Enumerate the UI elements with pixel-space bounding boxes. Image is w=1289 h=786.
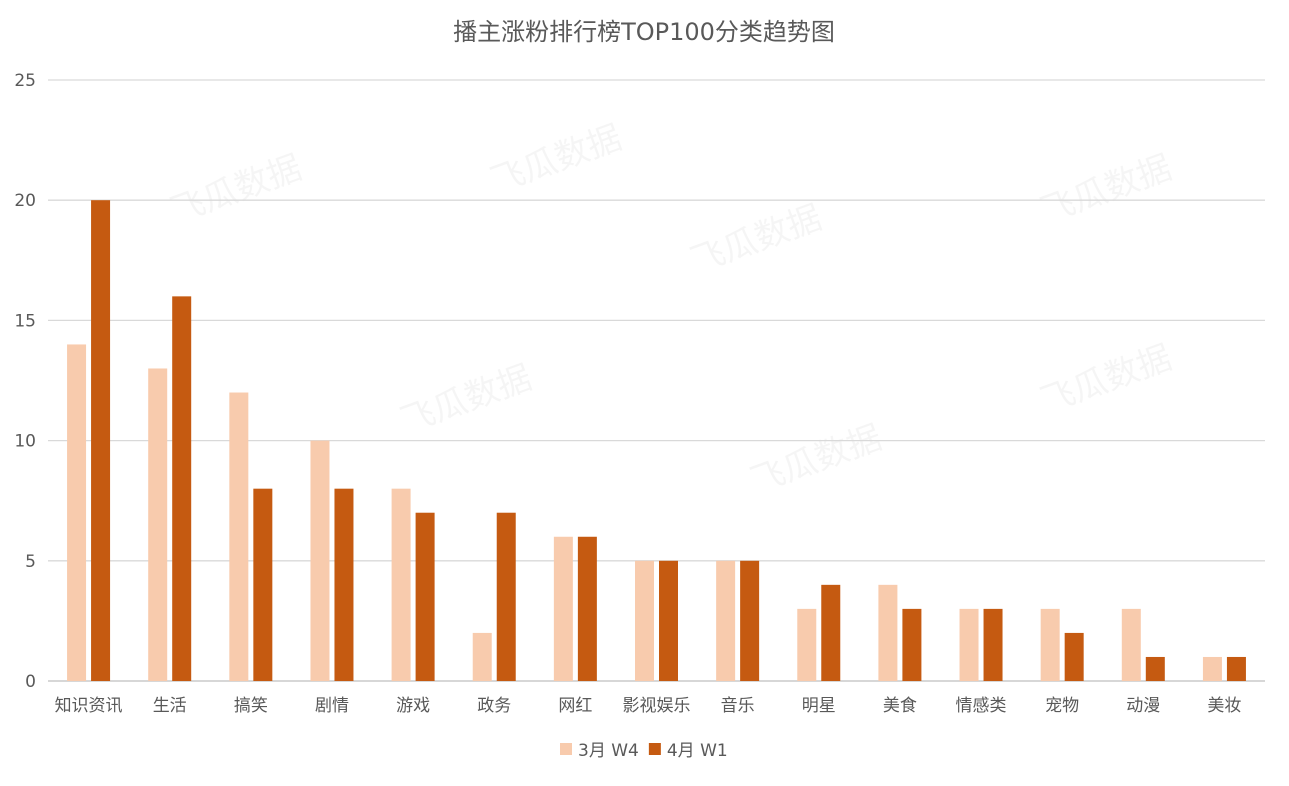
bar-4w1 bbox=[659, 560, 678, 681]
x-tick-label: 生活 bbox=[153, 696, 187, 716]
watermark-text: 飞瓜数据 bbox=[485, 118, 626, 202]
x-tick-label: 剧情 bbox=[315, 696, 349, 716]
x-tick-label: 知识资讯 bbox=[55, 696, 123, 716]
bar-4w1 bbox=[1145, 656, 1165, 681]
y-tick-label: 0 bbox=[25, 672, 36, 692]
bar-4w1 bbox=[334, 488, 354, 681]
y-tick-label: 10 bbox=[14, 432, 36, 452]
bar-4w1 bbox=[415, 512, 435, 681]
legend-label: 4月 W1 bbox=[667, 741, 728, 761]
bar-4w1 bbox=[983, 608, 1003, 681]
watermark-text: 飞瓜数据 bbox=[395, 358, 536, 442]
gridlines bbox=[48, 79, 1265, 682]
bar-4w1 bbox=[577, 536, 597, 681]
bar-3w4 bbox=[797, 608, 817, 681]
legend: 3月 W4 4月 W1 bbox=[560, 741, 728, 761]
x-tick-label: 明星 bbox=[802, 696, 836, 716]
bar-4w1 bbox=[91, 200, 111, 681]
bar-3w4 bbox=[472, 632, 492, 681]
bar-3w4 bbox=[716, 560, 736, 681]
x-tick-label: 网红 bbox=[558, 696, 592, 716]
bar-3w4 bbox=[67, 344, 87, 681]
bar-3w4 bbox=[635, 560, 654, 681]
legend-swatch bbox=[560, 743, 572, 755]
bar-3w4 bbox=[878, 584, 898, 681]
bar-3w4 bbox=[229, 392, 249, 681]
x-axis: 知识资讯 生活 搞笑 剧情 游戏 政务 网红 影视娱乐 音乐 明星 美食 情感类 宠物 动漫 美妆 bbox=[55, 696, 1242, 716]
x-tick-label: 音乐 bbox=[721, 696, 755, 716]
x-tick-label: 美食 bbox=[883, 696, 917, 716]
legend-swatch bbox=[648, 743, 661, 755]
x-tick-label: 搞笑 bbox=[234, 696, 268, 716]
bar-3w4 bbox=[310, 440, 330, 681]
bar-3w4 bbox=[959, 608, 979, 681]
bar-4w1 bbox=[740, 560, 760, 681]
bars bbox=[67, 200, 1246, 681]
chart-title: 播主涨粉排行榜TOP100分类趋势图 bbox=[453, 18, 835, 46]
x-tick-label: 政务 bbox=[477, 696, 511, 716]
bar-3w4 bbox=[553, 536, 573, 681]
bar-3w4 bbox=[1202, 656, 1222, 681]
watermark-text: 飞瓜数据 bbox=[745, 418, 886, 502]
bar-4w1 bbox=[1064, 632, 1084, 681]
x-tick-label: 影视娱乐 bbox=[623, 696, 691, 716]
x-tick-label: 动漫 bbox=[1126, 696, 1160, 716]
legend-label: 3月 W4 bbox=[578, 741, 639, 761]
bar-3w4 bbox=[148, 368, 168, 681]
bar-3w4 bbox=[391, 488, 411, 681]
y-tick-label: 20 bbox=[14, 191, 36, 211]
bar-4w1 bbox=[1226, 656, 1246, 681]
bar-4w1 bbox=[172, 296, 192, 681]
x-tick-label: 美妆 bbox=[1207, 696, 1241, 716]
bar-4w1 bbox=[253, 488, 273, 681]
y-tick-label: 15 bbox=[14, 311, 36, 331]
watermark-text: 飞瓜数据 bbox=[1035, 148, 1176, 232]
x-tick-label: 游戏 bbox=[396, 696, 430, 716]
bar-3w4 bbox=[1040, 608, 1060, 681]
bar-4w1 bbox=[902, 608, 922, 681]
y-tick-label: 25 bbox=[14, 71, 36, 91]
y-axis: 0 5 10 15 20 25 bbox=[14, 71, 36, 692]
y-tick-label: 5 bbox=[25, 552, 36, 572]
watermark-text: 飞瓜数据 bbox=[685, 198, 826, 282]
watermark-text: 飞瓜数据 bbox=[1035, 338, 1176, 422]
x-tick-label: 情感类 bbox=[956, 696, 1007, 716]
bar-4w1 bbox=[496, 512, 516, 681]
watermark-text: 飞瓜数据 bbox=[165, 148, 306, 232]
bar-4w1 bbox=[821, 584, 841, 681]
bar-3w4 bbox=[1121, 608, 1141, 681]
x-tick-label: 宠物 bbox=[1045, 696, 1079, 716]
